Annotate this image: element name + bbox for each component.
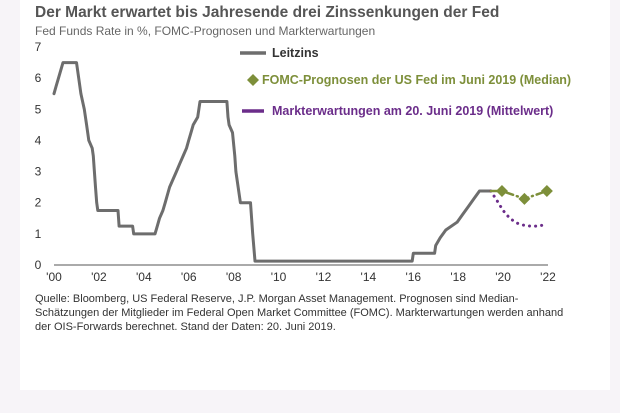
y-tick-label: 2 bbox=[35, 196, 42, 210]
y-tick-label: 5 bbox=[35, 102, 42, 116]
x-tick-label: '10 bbox=[271, 270, 287, 284]
legend-label-fomc: FOMC-Prognosen der US Fed im Juni 2019 (… bbox=[262, 73, 571, 87]
y-tick-label: 7 bbox=[35, 40, 42, 54]
series-line-markterwartungen bbox=[489, 189, 549, 228]
x-tick-label: '04 bbox=[136, 270, 152, 284]
x-tick-label: '22 bbox=[540, 270, 556, 284]
y-tick-label: 1 bbox=[35, 227, 42, 241]
x-tick-label: '06 bbox=[181, 270, 197, 284]
y-tick-label: 3 bbox=[35, 165, 42, 179]
x-tick-label: '02 bbox=[91, 270, 107, 284]
legend-swatch-fomc bbox=[247, 74, 259, 86]
x-tick-label: '18 bbox=[450, 270, 466, 284]
legend-label-markterwartungen: Markterwartungen am 20. Juni 2019 (Mitte… bbox=[272, 104, 553, 118]
x-tick-label: '14 bbox=[361, 270, 377, 284]
x-tick-label: '20 bbox=[495, 270, 511, 284]
chart-subtitle: Fed Funds Rate in %, FOMC-Prognosen und … bbox=[35, 24, 376, 38]
series-line-leitzins bbox=[52, 61, 493, 263]
fomc-diamond-marker bbox=[540, 185, 553, 198]
chart-title: Der Markt erwartet bis Jahresende drei Z… bbox=[35, 4, 500, 21]
y-tick-label: 6 bbox=[35, 71, 42, 85]
y-tick-label: 4 bbox=[35, 133, 42, 147]
x-tick-label: '08 bbox=[226, 270, 242, 284]
y-tick-label: 0 bbox=[35, 258, 42, 272]
x-tick-label: '12 bbox=[316, 270, 332, 284]
legend-label-leitzins: Leitzins bbox=[272, 46, 319, 60]
x-tick-label: '00 bbox=[46, 270, 62, 284]
source-note: Quelle: Bloomberg, US Federal Reserve, J… bbox=[35, 293, 564, 333]
fomc-diamond-marker bbox=[495, 185, 508, 198]
fomc-diamond-marker bbox=[518, 192, 531, 205]
x-tick-label: '16 bbox=[405, 270, 421, 284]
